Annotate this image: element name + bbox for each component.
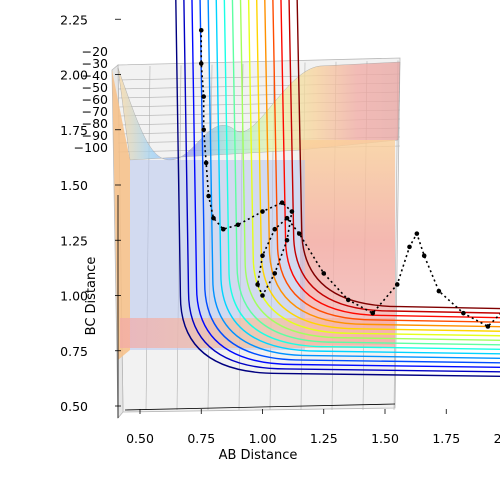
contour-line [247,0,500,337]
contour-line [280,0,500,319]
contour-line [231,0,500,346]
trajectory-point [221,226,226,232]
surface-left-wall [112,70,130,360]
trajectory-point [279,200,285,205]
trajectory-point [260,209,265,214]
y-tick-label: 2.00 [60,68,88,83]
trajectory-point [198,28,204,33]
y-tick-label: 2.25 [60,12,88,27]
x-tick-labels: 0.500.751.001.251.501.752.002.25 [126,409,500,446]
z-tick-label: −50 [82,80,108,95]
surface-right-block [300,140,395,345]
y-tick-label: 0.50 [60,399,88,414]
contour-line [191,0,500,368]
trajectory-point [436,288,442,294]
y-tick-label: 0.75 [60,344,88,359]
trajectory-point [284,215,290,221]
x-axis: 0.500.751.001.251.501.752.002.25 AB Dist… [124,403,500,463]
trajectory-point [296,231,302,236]
y-axis-label: BC Distance [84,257,99,336]
z-tick-label: −60 [82,92,108,107]
trajectory-point [260,293,265,298]
z-tick-label: −30 [82,56,108,71]
trajectory-path [198,28,500,329]
z-tick-labels: −20−30−40−50−60−70−80−90−100 [74,44,108,155]
contour-line [199,0,500,364]
trajectory-point [289,209,295,214]
z-tick-label: −80 [82,116,108,131]
trajectory-point [321,271,327,276]
y-tick-label: 1.50 [60,178,88,193]
z-axis: −20−30−40−50−60−70−80−90−100 [74,44,108,155]
surface-top-sheet [117,61,401,161]
trajectory-point [201,94,206,99]
contour-line [183,0,500,373]
contour-line [272,0,500,323]
x-tick-label: 1.25 [310,431,338,446]
trajectory-point [255,282,260,287]
trajectory-point [272,226,278,232]
contour-line [239,0,500,341]
trajectory-point [407,244,412,250]
z-tick-label: −20 [82,44,108,59]
x-tick-label: 1.50 [371,431,399,446]
x-tick-label: 1.75 [432,431,460,446]
z-tick-label: −100 [74,140,108,155]
contour-line [223,0,500,350]
x-tick-label: 0.75 [187,431,215,446]
z-tick-label: −90 [82,128,108,143]
trajectory-point [260,253,265,259]
trajectory-point [370,310,376,316]
trajectory-point [345,297,351,303]
contour-line [288,0,500,314]
x-tick-label: 1.00 [249,431,277,446]
y-tick-label: 1.25 [60,233,88,248]
x-tick-label: 0.50 [126,431,154,446]
trajectory-point [485,324,491,329]
contour-line [296,0,500,310]
x-tick-label: 2.00 [494,431,500,446]
trajectory-point [198,61,204,66]
z-tick-label: −40 [82,68,108,83]
trajectory-point [414,231,420,236]
trajectory-point [201,127,206,133]
trajectory-point [284,237,290,243]
trajectory-point [394,282,400,287]
trajectory-point [203,160,209,166]
contour-line [264,0,500,328]
y-tick-labels: 0.50 0.75 1.00 1.25 1.50 1.75 2.00 2.25 [60,12,121,414]
trajectory-point [235,222,241,228]
trajectory-point [206,193,211,199]
y-tick-label: 1.00 [60,289,88,304]
trajectory-point [272,271,278,276]
y-tick-label: 1.75 [60,123,88,138]
x-axis-label: AB Distance [219,448,298,463]
trajectory-point [461,310,466,316]
trajectory-point [211,215,216,221]
contour-line [215,0,500,355]
trajectory-point [421,253,427,259]
z-tick-label: −70 [82,104,108,119]
contour-line [175,0,500,377]
contour-lines [175,0,500,377]
contour-line [207,0,500,359]
y-axis: 0.50 0.75 1.00 1.25 1.50 1.75 2.00 2.25 BC Dist… [60,12,121,418]
